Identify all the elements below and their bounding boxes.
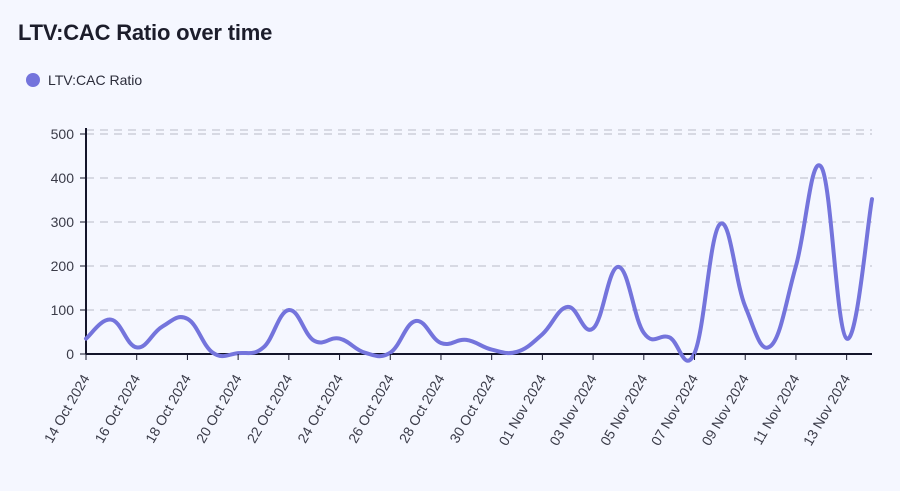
x-tick-label: 13 Nov 2024	[800, 371, 854, 448]
x-tick-label: 22 Oct 2024	[243, 371, 295, 445]
x-tick-label: 11 Nov 2024	[749, 371, 802, 447]
chart-title: LTV:CAC Ratio over time	[18, 20, 273, 45]
x-tick-label: 03 Nov 2024	[546, 371, 600, 448]
grid-lines	[86, 129, 872, 311]
y-tick-label: 300	[51, 214, 75, 230]
x-tick-label: 28 Oct 2024	[396, 371, 448, 445]
legend-label: LTV:CAC Ratio	[48, 72, 143, 88]
x-tick-label: 26 Oct 2024	[345, 371, 397, 445]
y-tick-label: 0	[66, 346, 74, 362]
chart-legend[interactable]: LTV:CAC Ratio	[26, 72, 142, 88]
y-tick-label: 100	[51, 302, 75, 318]
series-lines	[84, 163, 874, 363]
x-tick-label: 01 Nov 2024	[495, 371, 549, 448]
y-tick-label: 500	[51, 126, 75, 142]
x-tick-label: 30 Oct 2024	[446, 371, 498, 445]
x-tick-label: 20 Oct 2024	[193, 371, 245, 445]
x-tick-label: 18 Oct 2024	[142, 371, 194, 445]
series-line	[84, 163, 874, 363]
x-tick-label: 09 Nov 2024	[698, 371, 752, 448]
y-tick-label: 200	[51, 258, 75, 274]
y-tick-label: 400	[51, 170, 75, 186]
x-tick-label: 16 Oct 2024	[91, 371, 143, 445]
x-tick-label: 05 Nov 2024	[597, 371, 651, 448]
legend-marker	[26, 73, 40, 87]
x-tick-label: 07 Nov 2024	[648, 371, 702, 448]
x-tick-label: 24 Oct 2024	[294, 371, 346, 445]
x-tick-label: 14 Oct 2024	[41, 371, 93, 445]
axes	[85, 128, 872, 355]
y-axis-ticks: 0 100 200 300 400 500	[51, 126, 86, 362]
